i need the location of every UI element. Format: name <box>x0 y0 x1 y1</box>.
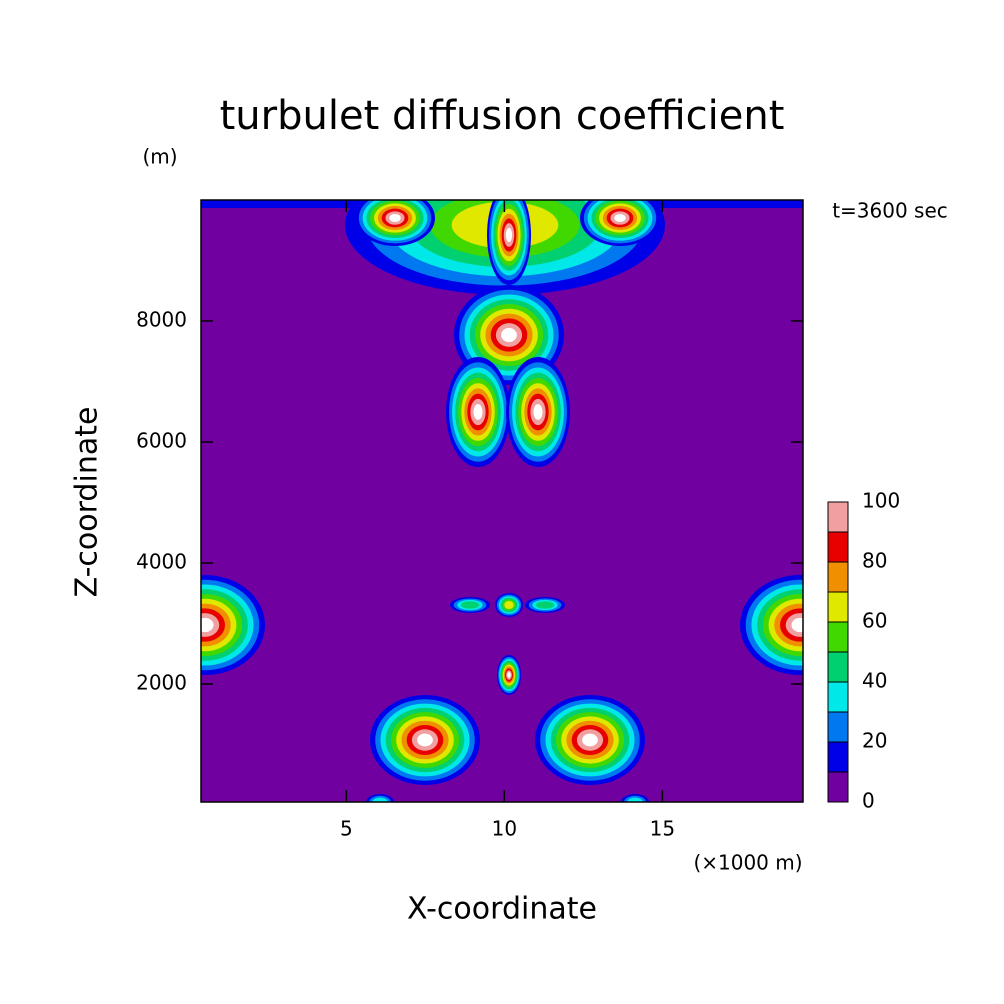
colorbar-box <box>827 651 849 683</box>
colorbar-box <box>827 501 849 533</box>
contour-region-peak <box>582 733 598 747</box>
x-tick-label: 10 <box>492 817 517 841</box>
contour-field <box>201 200 803 802</box>
x-tick-label: 15 <box>650 817 675 841</box>
x-tick-label: 5 <box>340 817 353 841</box>
x-axis-title: X-coordinate <box>407 892 597 927</box>
y-unit: (m) <box>142 145 177 169</box>
chart-title: turbulet diffusion coefficient <box>220 93 785 139</box>
contour-region-peak <box>389 214 401 222</box>
colorbar-box <box>827 711 849 743</box>
colorbar-box <box>827 591 849 623</box>
colorbar-label: 80 <box>862 549 887 573</box>
contour-region-peak <box>201 617 214 633</box>
y-axis-title: Z-coordinate <box>70 407 105 598</box>
colorbar-box <box>827 681 849 713</box>
plot-frame <box>200 199 804 803</box>
contour-region-peak <box>501 327 517 343</box>
colorbar-label: 20 <box>862 729 887 753</box>
y-tick-label: 4000 <box>136 550 187 574</box>
contour-region-peak <box>417 733 433 747</box>
x-unit: (×1000 m) <box>693 851 802 875</box>
y-tick-label: 8000 <box>136 308 187 332</box>
contour-region <box>535 601 555 609</box>
colorbar-box <box>827 771 849 803</box>
colorbar-label: 40 <box>862 669 887 693</box>
contour-region-peak <box>473 404 483 420</box>
colorbar-label: 0 <box>862 789 875 813</box>
annotation: t=3600 sec <box>832 199 948 223</box>
colorbar-box <box>827 741 849 773</box>
colorbar-box <box>827 531 849 563</box>
contour-region-peak <box>533 404 543 420</box>
contour-region-peak <box>614 214 626 222</box>
contour-region <box>504 601 514 609</box>
colorbar-box <box>827 561 849 593</box>
colorbar-box <box>827 621 849 653</box>
contour-region <box>372 797 388 802</box>
contour-region <box>627 797 643 802</box>
contour-region-peak <box>505 227 513 243</box>
y-tick-label: 2000 <box>136 671 187 695</box>
colorbar-label: 100 <box>862 489 900 513</box>
colorbar-label: 60 <box>862 609 887 633</box>
contour-region-peak <box>507 672 511 678</box>
contour-region-peak <box>791 617 803 633</box>
y-tick-label: 6000 <box>136 429 187 453</box>
contour-region <box>460 601 480 609</box>
